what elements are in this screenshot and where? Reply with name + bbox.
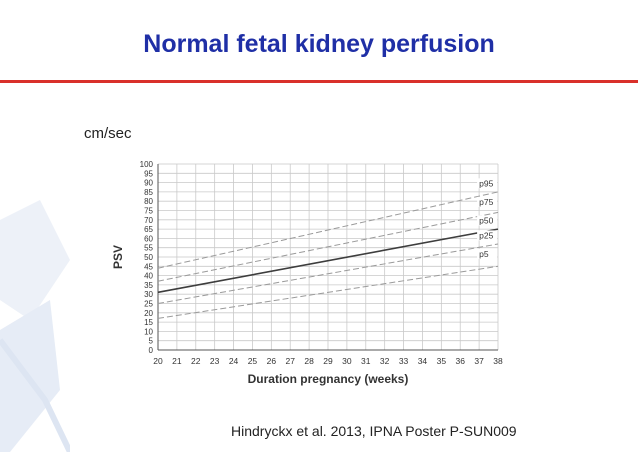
- x-tick-label: 33: [399, 356, 409, 366]
- y-tick-label: 5: [149, 337, 154, 346]
- x-tick-label: 29: [323, 356, 333, 366]
- y-unit-label: cm/sec: [84, 125, 132, 142]
- y-tick-label: 70: [144, 216, 153, 225]
- series-line-p25: [157, 243, 499, 304]
- curve-label-background: [477, 230, 498, 241]
- title-divider: [0, 80, 638, 83]
- y-tick-label: 50: [144, 253, 153, 262]
- y-tick-label: 90: [144, 179, 153, 188]
- curve-label-background: [477, 196, 498, 207]
- x-axis-title: Duration pregnancy (weeks): [248, 372, 409, 386]
- y-tick-label: 100: [140, 160, 154, 169]
- y-tick-label: 45: [144, 262, 153, 271]
- curve-label-p25: p25: [479, 230, 493, 240]
- curve-label-background: [477, 249, 498, 259]
- y-tick-label: 10: [144, 327, 153, 336]
- y-tick-label: 20: [144, 309, 153, 318]
- citation: Hindryckx et al. 2013, IPNA Poster P-SUN…: [231, 423, 517, 439]
- y-tick-label: 55: [144, 244, 153, 253]
- decorative-background-graphic: [0, 200, 70, 452]
- curve-label-background: [477, 178, 498, 189]
- y-tick-label: 65: [144, 225, 153, 234]
- y-tick-label: 0: [149, 346, 154, 355]
- y-tick-label: 40: [144, 272, 153, 281]
- x-tick-label: 31: [361, 356, 371, 366]
- y-tick-label: 30: [144, 290, 153, 299]
- x-tick-label: 21: [172, 356, 182, 366]
- y-tick-label: 80: [144, 197, 153, 206]
- series-line-p95: [157, 191, 499, 269]
- series-line-p50: [157, 228, 499, 294]
- y-axis-title: PSV: [111, 245, 125, 269]
- slide-title: Normal fetal kidney perfusion: [143, 30, 495, 58]
- x-tick-label: 26: [267, 356, 277, 366]
- x-tick-label: 37: [474, 356, 484, 366]
- y-tick-label: 60: [144, 234, 153, 243]
- x-tick-label: 35: [437, 356, 447, 366]
- x-tick-label: 24: [229, 356, 239, 366]
- y-tick-label: 25: [144, 300, 153, 309]
- x-tick-label: 27: [285, 356, 295, 366]
- curve-label-background: [477, 215, 498, 226]
- x-tick-label: 34: [418, 356, 428, 366]
- x-tick-label: 32: [380, 356, 390, 366]
- x-tick-label: 22: [191, 356, 201, 366]
- psv-percentile-chart: 0510152025303540455055606570758085909510…: [111, 160, 503, 386]
- x-tick-label: 23: [210, 356, 220, 366]
- y-tick-label: 85: [144, 188, 153, 197]
- y-tick-label: 75: [144, 207, 153, 216]
- series-line-p75: [157, 211, 499, 282]
- x-tick-label: 38: [493, 356, 503, 366]
- curve-label-p50: p50: [479, 216, 493, 226]
- x-tick-label: 20: [153, 356, 163, 366]
- y-tick-label: 95: [144, 169, 153, 178]
- x-tick-label: 36: [455, 356, 465, 366]
- curve-label-p5: p5: [479, 249, 489, 259]
- x-tick-label: 30: [342, 356, 352, 366]
- x-tick-label: 25: [248, 356, 258, 366]
- x-tick-label: 28: [304, 356, 314, 366]
- series-line-p5: [157, 265, 499, 319]
- curve-label-p95: p95: [479, 178, 493, 188]
- y-tick-label: 15: [144, 318, 153, 327]
- y-tick-label: 35: [144, 281, 153, 290]
- curve-label-p75: p75: [479, 197, 493, 207]
